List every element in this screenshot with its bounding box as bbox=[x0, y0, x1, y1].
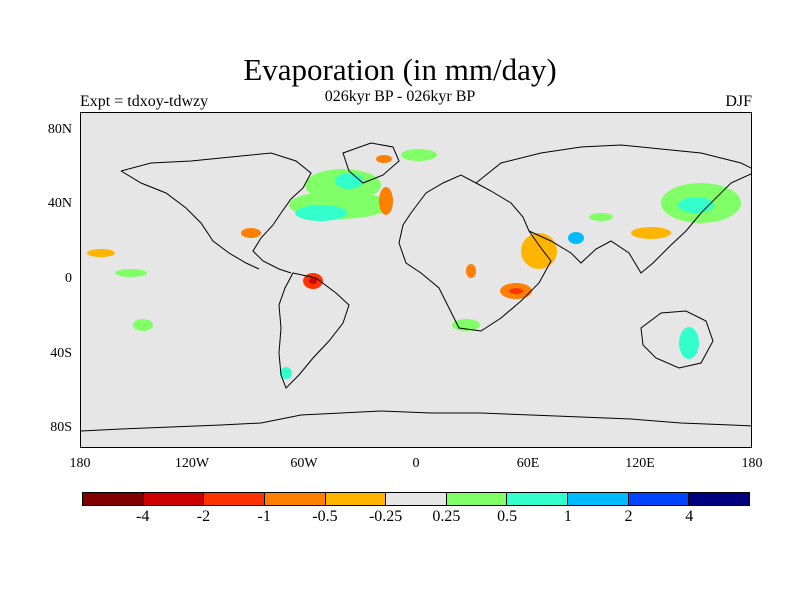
y-tick-label: 0 bbox=[65, 271, 72, 286]
colorbar-label: 0.5 bbox=[497, 508, 518, 525]
anomaly-patch bbox=[631, 227, 671, 239]
colorbar-label: 4 bbox=[685, 508, 694, 525]
anomaly-patch bbox=[401, 149, 437, 161]
anomaly-patch bbox=[335, 173, 363, 189]
colorbar-swatch bbox=[446, 493, 508, 505]
experiment-label: Expt = tdxoy-tdwzy bbox=[80, 93, 209, 110]
colorbar-label: 0.25 bbox=[432, 508, 461, 525]
x-tick-label: 60W bbox=[290, 456, 318, 471]
world-map bbox=[81, 142, 751, 432]
colorbar-label: -0.25 bbox=[368, 508, 403, 525]
y-tick-label: 80S bbox=[50, 420, 72, 436]
coastline-greenland bbox=[342, 142, 400, 184]
y-tick-label: 80N bbox=[47, 121, 72, 137]
colorbar-swatch bbox=[689, 493, 750, 505]
colorbar-swatch bbox=[325, 493, 387, 505]
anomaly-patch bbox=[133, 319, 153, 331]
anomaly-patch bbox=[309, 278, 317, 284]
season-label: DJF bbox=[725, 93, 752, 110]
anomaly-patch bbox=[509, 288, 523, 294]
coastlines bbox=[81, 142, 751, 432]
coastline-north-america-west bbox=[120, 170, 260, 270]
colorbar-swatch bbox=[204, 493, 265, 505]
colorbar-swatch bbox=[507, 493, 569, 505]
anomaly-patches bbox=[87, 149, 741, 379]
anomaly-patch bbox=[379, 187, 393, 215]
coastline-europe-africa bbox=[398, 174, 552, 332]
y-tick-label: 40S bbox=[50, 345, 72, 361]
plot-subtitle: 026kyr BP - 026kyr BP bbox=[324, 88, 476, 105]
anomaly-patch bbox=[568, 232, 584, 244]
colorbar-label: -1 bbox=[257, 508, 271, 525]
anomaly-patch bbox=[280, 367, 292, 379]
anomaly-patch bbox=[115, 269, 147, 277]
anomaly-patch bbox=[466, 264, 476, 278]
anomaly-patch bbox=[295, 205, 347, 221]
colorbar-label: 2 bbox=[624, 508, 633, 525]
x-tick-label: 60E bbox=[516, 456, 540, 471]
map-panel bbox=[80, 112, 752, 448]
anomaly-patch bbox=[241, 228, 261, 238]
x-tick-label: 180 bbox=[741, 456, 763, 471]
coastline-asia bbox=[475, 144, 751, 184]
colorbar-swatch bbox=[386, 493, 447, 505]
colorbar-label: -4 bbox=[136, 508, 150, 525]
anomaly-patch bbox=[589, 213, 613, 221]
x-tick-label: 120E bbox=[625, 456, 655, 471]
x-tick-label: 0 bbox=[412, 456, 420, 471]
x-tick-label: 180 bbox=[69, 456, 91, 471]
coastline-north-america bbox=[120, 152, 312, 274]
plot-title: Evaporation (in mm/day) bbox=[243, 52, 557, 87]
colorbar-label: -2 bbox=[196, 508, 211, 525]
anomaly-patch bbox=[87, 249, 115, 257]
colorbar bbox=[82, 492, 750, 506]
coastline-australia bbox=[640, 310, 714, 369]
x-tick-label: 120W bbox=[174, 456, 210, 471]
colorbar-swatch bbox=[628, 493, 690, 505]
colorbar-swatch bbox=[568, 493, 629, 505]
y-tick-label: 40N bbox=[47, 196, 72, 212]
coastline-south-america bbox=[278, 272, 350, 389]
colorbar-swatch bbox=[143, 493, 205, 505]
colorbar-swatch bbox=[83, 493, 144, 505]
anomaly-patch bbox=[679, 327, 699, 359]
colorbar-label: -0.5 bbox=[312, 508, 338, 525]
anomaly-patch bbox=[376, 155, 392, 163]
coastline-antarctica bbox=[81, 410, 751, 432]
colorbar-swatch bbox=[264, 493, 326, 505]
anomaly-patch bbox=[521, 233, 557, 269]
coastline-asia-south bbox=[528, 173, 751, 274]
colorbar-label: 1 bbox=[563, 508, 572, 525]
